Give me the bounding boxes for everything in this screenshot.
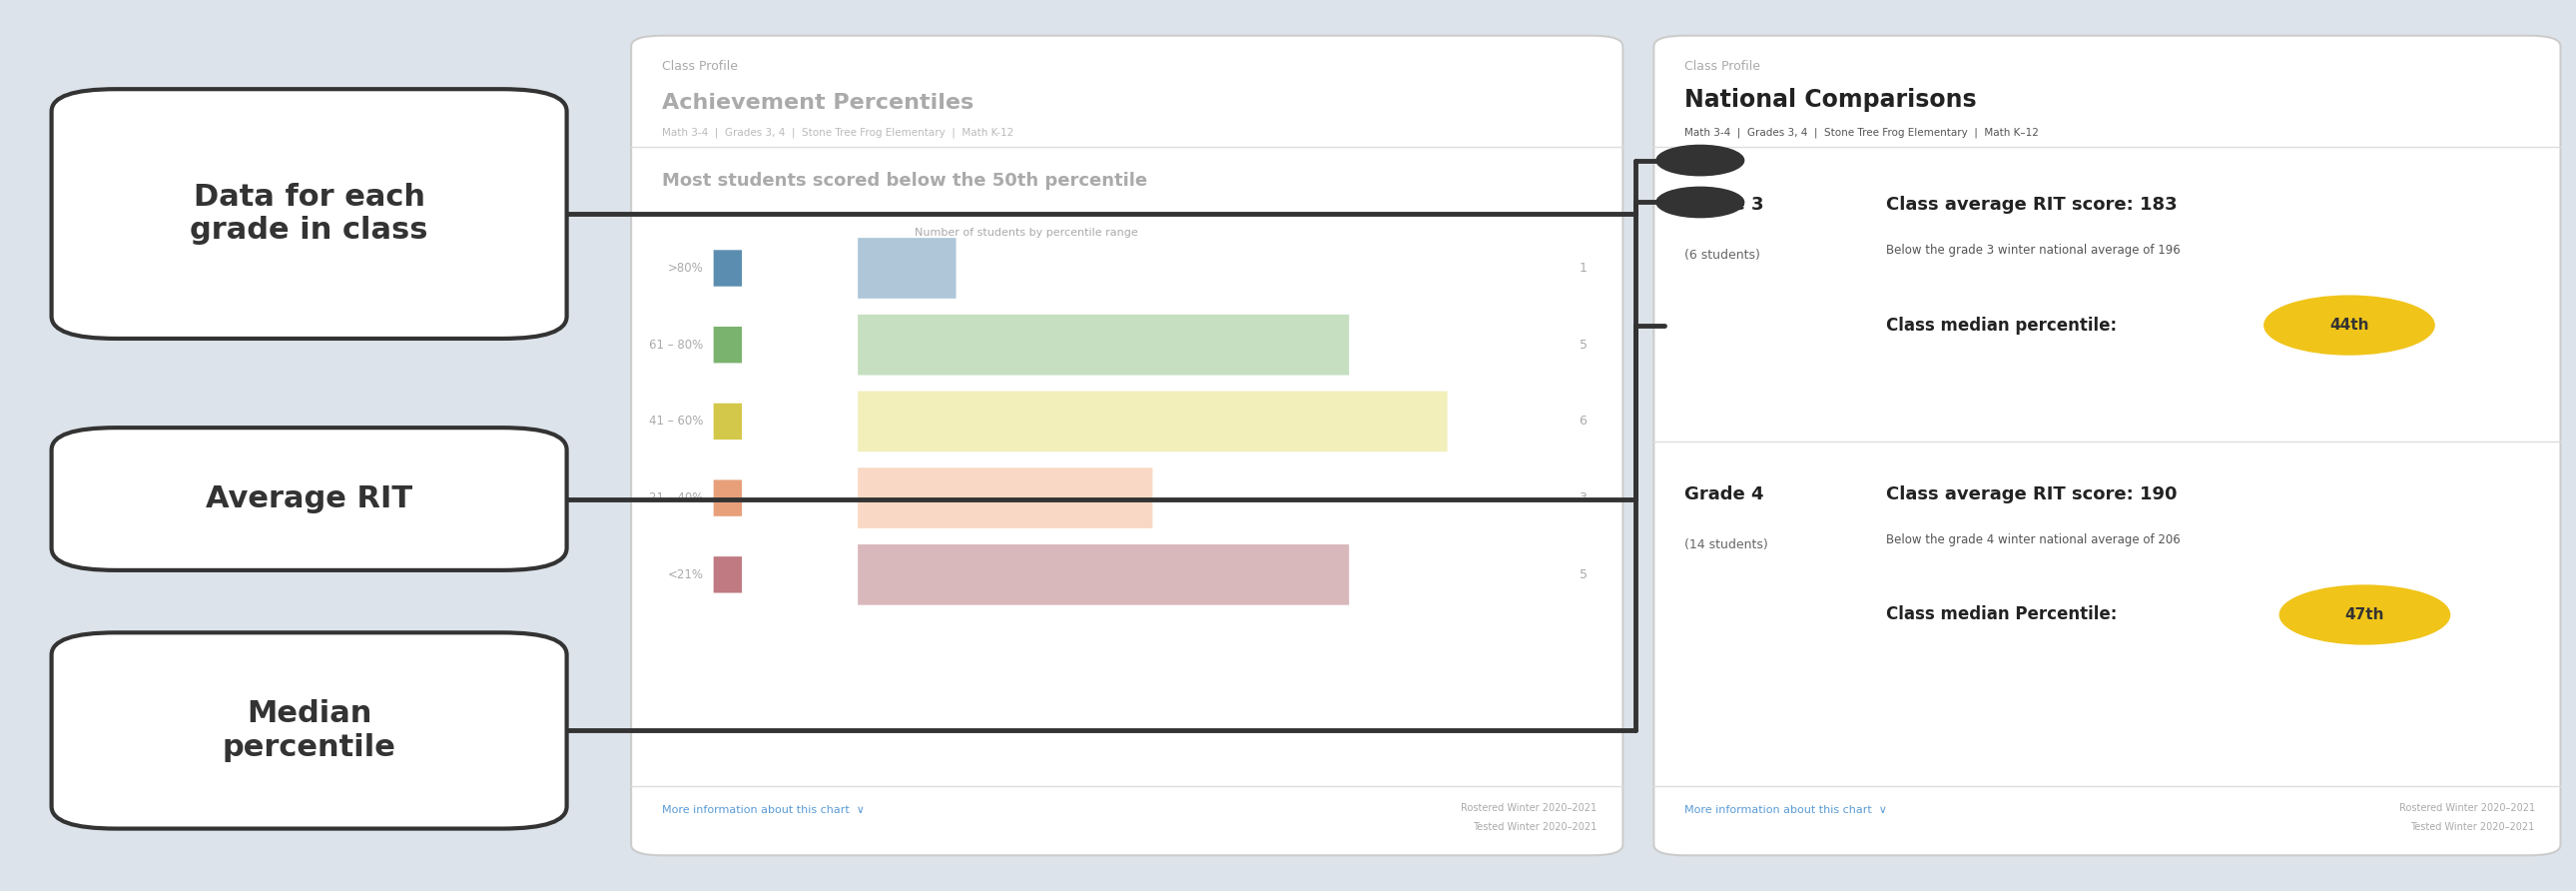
Text: 6: 6 [1579,415,1587,428]
Text: <21%: <21% [667,568,703,581]
Text: National Comparisons: National Comparisons [1685,88,1976,112]
FancyBboxPatch shape [858,238,956,298]
Text: Class median percentile:: Class median percentile: [1886,316,2117,334]
Text: Class average RIT score: 183: Class average RIT score: 183 [1886,195,2177,213]
Text: Class Profile: Class Profile [1685,60,1759,72]
Text: Grade 4: Grade 4 [1685,485,1765,503]
Text: (14 students): (14 students) [1685,538,1767,551]
Text: Below the grade 4 winter national average of 206: Below the grade 4 winter national averag… [1886,534,2179,546]
FancyBboxPatch shape [714,404,742,439]
Text: Class Profile: Class Profile [662,60,737,72]
Text: 21 – 40%: 21 – 40% [649,492,703,504]
Text: 41 – 60%: 41 – 60% [649,415,703,428]
Text: Below the grade 3 winter national average of 196: Below the grade 3 winter national averag… [1886,244,2179,257]
Circle shape [2280,585,2450,644]
Text: Class average RIT score: 190: Class average RIT score: 190 [1886,485,2177,503]
Circle shape [1656,145,1744,176]
Text: Achievement Percentiles: Achievement Percentiles [662,93,974,112]
FancyBboxPatch shape [714,250,742,286]
Text: Math 3-4  |  Grades 3, 4  |  Stone Tree Frog Elementary  |  Math K–12: Math 3-4 | Grades 3, 4 | Stone Tree Frog… [1685,127,2040,138]
FancyBboxPatch shape [52,633,567,829]
FancyBboxPatch shape [858,468,1151,528]
Text: 61 – 80%: 61 – 80% [649,339,703,351]
FancyBboxPatch shape [52,89,567,339]
Circle shape [1656,187,1744,217]
Text: Most students scored below the 50th percentile: Most students scored below the 50th perc… [662,171,1146,189]
Text: Rostered Winter 2020–2021: Rostered Winter 2020–2021 [2398,803,2535,813]
FancyBboxPatch shape [714,557,742,593]
Text: (6 students): (6 students) [1685,249,1759,261]
FancyBboxPatch shape [714,480,742,516]
Text: 5: 5 [1579,568,1587,581]
Text: 1: 1 [1579,262,1587,274]
Text: More information about this chart  ∨: More information about this chart ∨ [1685,805,1888,814]
Text: Tested Winter 2020–2021: Tested Winter 2020–2021 [2411,822,2535,832]
Text: Math 3-4  |  Grades 3, 4  |  Stone Tree Frog Elementary  |  Math K-12: Math 3-4 | Grades 3, 4 | Stone Tree Frog… [662,127,1015,138]
FancyBboxPatch shape [631,36,1623,855]
Text: Class median Percentile:: Class median Percentile: [1886,606,2117,624]
Circle shape [2264,296,2434,355]
Text: Rostered Winter 2020–2021: Rostered Winter 2020–2021 [1461,803,1597,813]
Text: More information about this chart  ∨: More information about this chart ∨ [662,805,866,814]
Text: Grade 3: Grade 3 [1685,195,1765,213]
Text: Median
percentile: Median percentile [222,699,397,762]
FancyBboxPatch shape [714,327,742,363]
Text: Tested Winter 2020–2021: Tested Winter 2020–2021 [1473,822,1597,832]
FancyBboxPatch shape [52,428,567,570]
Text: 3: 3 [1579,492,1587,504]
FancyBboxPatch shape [858,315,1350,375]
Text: Average RIT: Average RIT [206,485,412,513]
FancyBboxPatch shape [858,391,1448,452]
Text: 44th: 44th [2329,318,2370,332]
Text: 47th: 47th [2344,608,2385,622]
FancyBboxPatch shape [1654,36,2561,855]
Text: 5: 5 [1579,339,1587,351]
Text: Data for each
grade in class: Data for each grade in class [191,183,428,245]
Text: Number of students by percentile range: Number of students by percentile range [914,228,1139,238]
FancyBboxPatch shape [858,544,1350,605]
Text: >80%: >80% [667,262,703,274]
